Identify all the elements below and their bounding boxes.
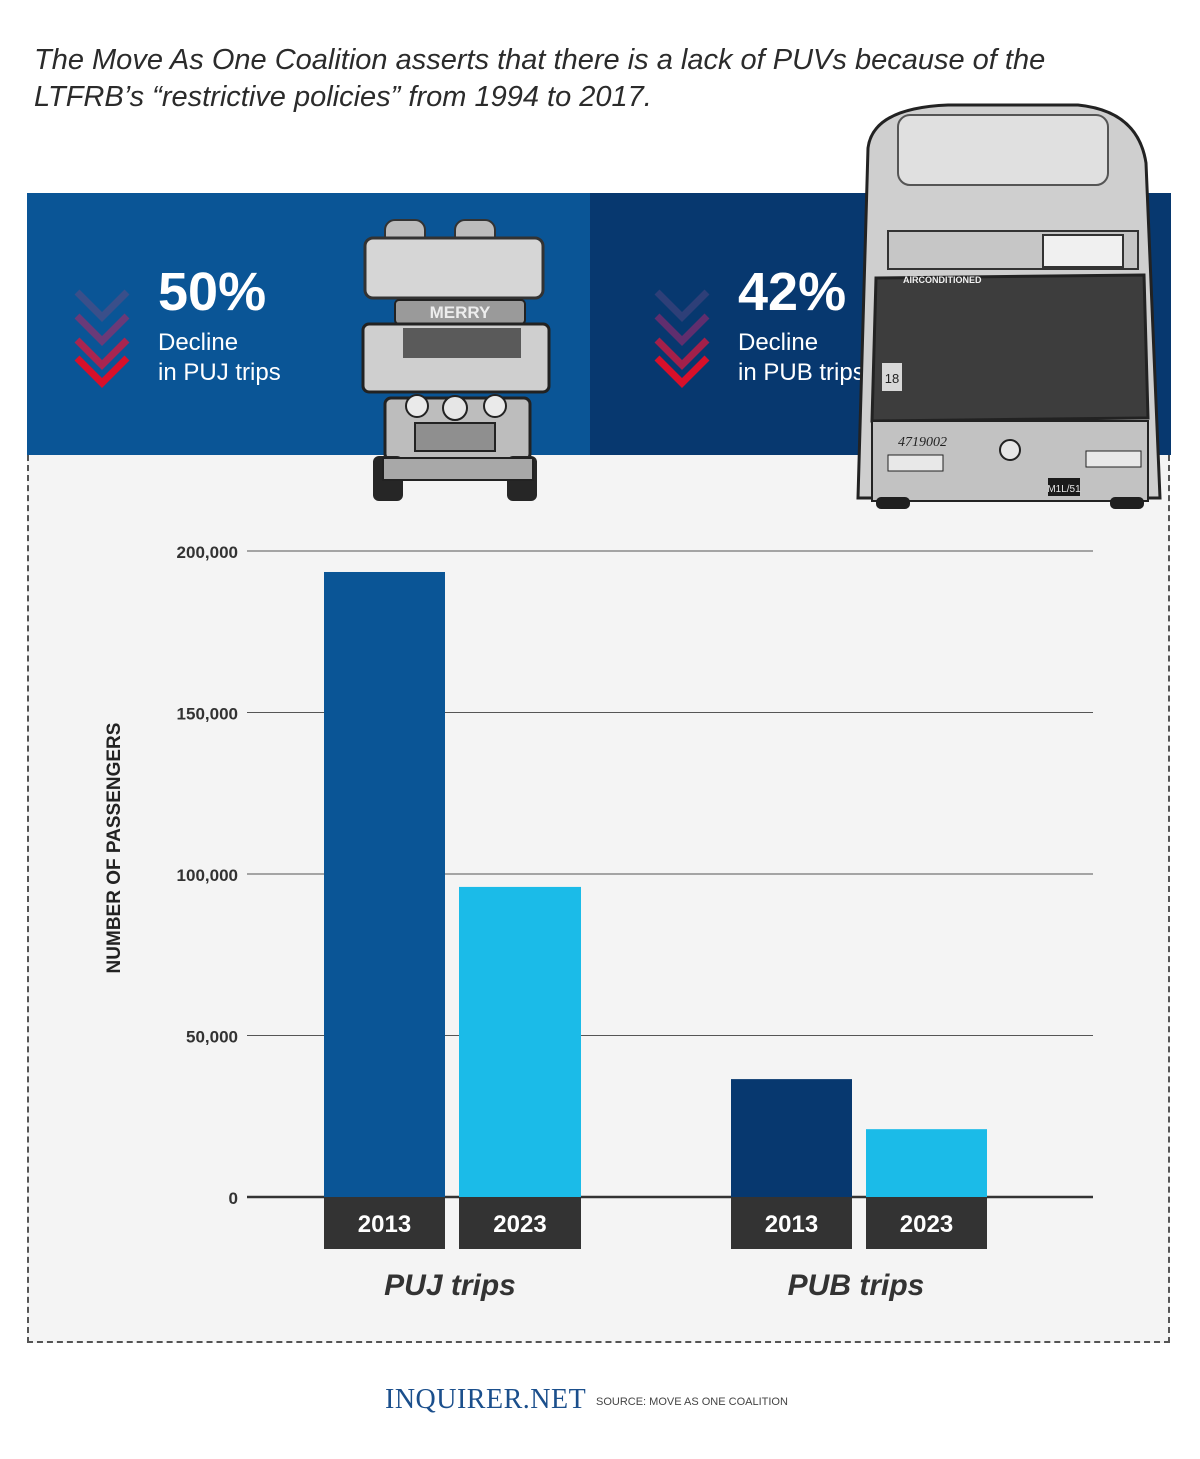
category-label: 2013 xyxy=(358,1211,411,1238)
pub-decline-value: 42% xyxy=(738,262,847,322)
category-label: 2023 xyxy=(900,1211,953,1238)
y-tick-label: 150,000 xyxy=(177,705,238,724)
y-tick-label: 200,000 xyxy=(177,543,238,562)
source-note: SOURCE: MOVE AS ONE COALITION xyxy=(596,1396,788,1408)
intro-text: The Move As One Coalition asserts that t… xyxy=(34,44,1046,113)
puj-decline-sublabel: in PUJ trips xyxy=(158,359,281,386)
jeepney-sign-text: MERRY xyxy=(430,303,491,322)
pub-decline-sublabel: in PUB trips xyxy=(738,359,865,386)
jeepney-icon: MERRY xyxy=(361,219,551,501)
category-label-box xyxy=(731,1197,852,1249)
bar-puj-trips-2023 xyxy=(459,886,581,1197)
category-label: 2023 xyxy=(493,1211,546,1238)
bar-puj-trips-2013 xyxy=(324,571,445,1197)
y-tick-label: 50,000 xyxy=(186,1028,238,1047)
bus-number-text: 4719002 xyxy=(898,435,947,450)
y-tick-label: 100,000 xyxy=(177,866,238,885)
bar-pub-trips-2023 xyxy=(866,1129,987,1197)
y-axis-label: NUMBER OF PASSENGERS xyxy=(104,723,125,974)
group-label: PUJ trips xyxy=(384,1269,516,1302)
category-label-box xyxy=(459,1197,581,1249)
bus-icon: AIRCONDITIONED 18 4719002 M1L/51 xyxy=(856,103,1162,509)
category-label-box xyxy=(866,1197,987,1249)
bus-plate-text: M1L/51 xyxy=(1047,484,1081,495)
puj-decline-label: Decline xyxy=(158,329,239,356)
decline-chevron-icon xyxy=(74,289,130,388)
pub-decline-label: Decline xyxy=(738,329,819,356)
decline-chevron-icon xyxy=(654,289,710,388)
y-tick-label: 0 xyxy=(229,1189,238,1208)
bar-pub-trips-2013 xyxy=(731,1079,852,1197)
bus-sign-text: AIRCONDITIONED xyxy=(903,275,982,285)
category-label-box xyxy=(324,1197,445,1249)
inquirer-logo: INQUIRER.NET xyxy=(385,1384,587,1415)
category-label: 2013 xyxy=(765,1211,818,1238)
puj-decline-value: 50% xyxy=(158,262,267,322)
group-label: PUB trips xyxy=(788,1269,925,1302)
bus-side-number: 18 xyxy=(885,371,899,386)
